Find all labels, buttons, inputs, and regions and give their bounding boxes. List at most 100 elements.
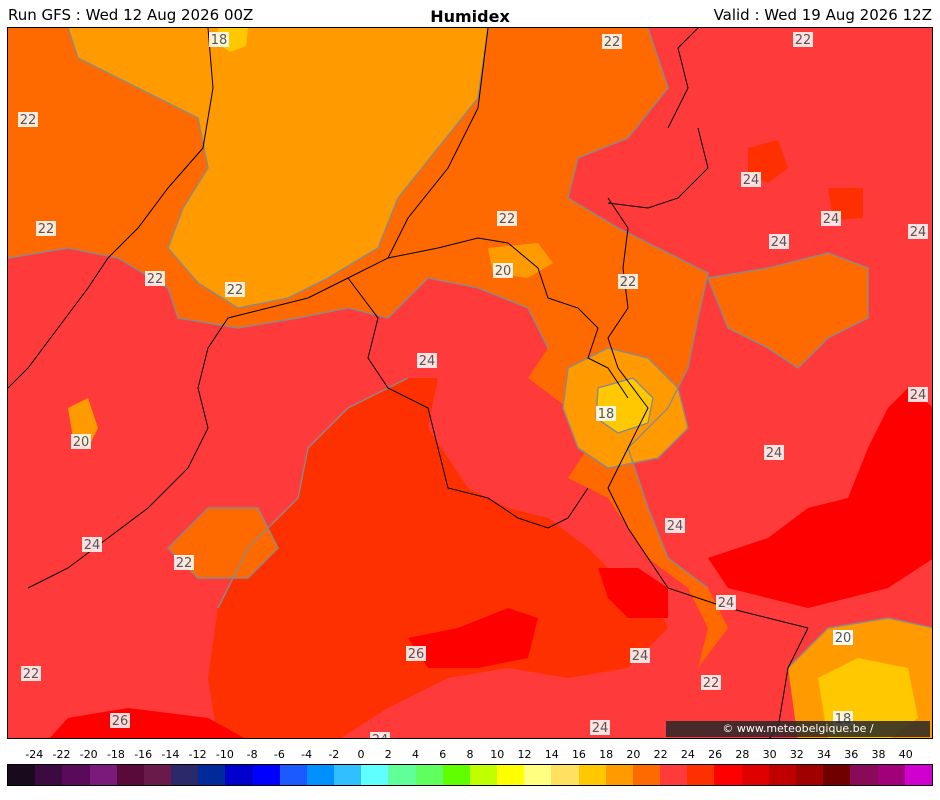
band-22-east-pocket xyxy=(708,253,868,368)
contour-label-bg xyxy=(417,353,437,368)
contour-label: 24 xyxy=(718,596,735,611)
contour-label: 24 xyxy=(667,519,684,534)
contour-label-bg xyxy=(821,211,841,226)
scale-tick-label: -16 xyxy=(134,748,153,761)
scale-tick-label: 22 xyxy=(653,748,668,761)
scale-swatch xyxy=(551,765,579,785)
scale-swatch xyxy=(741,765,769,785)
scale-swatch xyxy=(62,765,90,785)
scale-swatch xyxy=(442,765,470,785)
contour-label: 22 xyxy=(499,212,516,227)
scale-swatch xyxy=(632,765,661,785)
contour-label: 22 xyxy=(703,676,720,691)
scale-swatch xyxy=(143,765,172,785)
scale-tick-label: 28 xyxy=(735,748,750,761)
contour-label-bg xyxy=(908,387,928,402)
scale-tick-label: 12 xyxy=(517,748,532,761)
credit-banner: © www.meteobelgique.be / www.meteobelgie… xyxy=(666,721,930,751)
contour-label-bg xyxy=(764,445,784,460)
scale-tick-label: -4 xyxy=(301,748,313,761)
valid-info: Valid : Wed 19 Aug 2026 12Z xyxy=(713,6,932,24)
scale-labels: -24 -22 -20 -18 -16 -14 -12 -10 -8 -6 -4 -2 0 2 4 6 8 10 1… xyxy=(7,748,933,762)
scale-tick-label: 20 xyxy=(626,748,641,761)
contour-label: 24 xyxy=(910,388,927,403)
scale-tick-label: 14 xyxy=(544,748,559,761)
contour-label-bg xyxy=(497,211,517,226)
scale-swatch xyxy=(497,765,525,785)
contour-label: 22 xyxy=(38,222,55,237)
contour-label: 24 xyxy=(771,235,788,250)
contour-label: 22 xyxy=(20,113,37,128)
contour-label-bg xyxy=(493,263,513,278)
scale-tick-label: -10 xyxy=(215,748,234,761)
scale-tick-label: 40 xyxy=(898,748,913,761)
scale-tick-label: 10 xyxy=(490,748,505,761)
scale-tick-label: -12 xyxy=(188,748,207,761)
band-28-south xyxy=(408,608,538,668)
contour-label-bg xyxy=(602,34,622,49)
band-20-north xyxy=(68,28,488,308)
scale-tick-label: 6 xyxy=(439,748,447,761)
contour-label: 24 xyxy=(632,649,649,664)
band-28-east-small xyxy=(598,568,668,618)
contour-label: 18 xyxy=(211,33,228,48)
contour-label-bg xyxy=(793,32,813,47)
scale-swatch xyxy=(660,765,688,785)
scale-tick-label: 2 xyxy=(384,748,392,761)
contour-label-bg xyxy=(225,282,245,297)
contour-label: 22 xyxy=(227,283,244,298)
scale-tick-label: -8 xyxy=(246,748,258,761)
humidex-map: 18 22 22 22 22 22 20 22 22 22 24 24 24 24 24 20 24 18 24 20… xyxy=(7,27,933,739)
run-info: Run GFS : Wed 12 Aug 2026 00Z xyxy=(8,6,254,24)
contour-label-bg xyxy=(406,646,426,661)
scale-tick-label: 38 xyxy=(871,748,886,761)
contour-label-bg xyxy=(21,666,41,681)
scale-tick-label: -20 xyxy=(79,748,98,761)
scale-tick-label: 34 xyxy=(817,748,832,761)
contour-label: 18 xyxy=(598,407,615,422)
scale-swatch xyxy=(252,765,280,785)
scale-tick-label: -6 xyxy=(273,748,285,761)
scale-tick-label: 36 xyxy=(844,748,859,761)
contour-label-bg xyxy=(618,274,638,289)
scale-tick-label: 24 xyxy=(680,748,695,761)
contour-lines xyxy=(8,28,932,669)
contour-label-bg xyxy=(716,595,736,610)
scale-swatch xyxy=(116,765,144,785)
scale-swatch xyxy=(35,765,63,785)
contour-label: 26 xyxy=(408,647,425,662)
scale-swatch xyxy=(578,765,606,785)
contour-label-bg xyxy=(701,675,721,690)
contour-label-bg xyxy=(145,271,165,286)
scale-tick-label: -18 xyxy=(106,748,125,761)
contour-label-bg xyxy=(370,732,390,738)
scale-tick-label: 4 xyxy=(412,748,420,761)
contour-label: 22 xyxy=(176,556,193,571)
contour-label-bg xyxy=(596,406,616,421)
contour-label-bg xyxy=(82,537,102,552)
contour-label-bg xyxy=(769,234,789,249)
contour-label: 22 xyxy=(795,33,812,48)
contour-label-bg xyxy=(833,630,853,645)
scale-tick-label: 26 xyxy=(708,748,723,761)
contour-label: 26 xyxy=(112,714,129,729)
contour-label: 24 xyxy=(743,173,760,188)
contour-label-bg xyxy=(174,555,194,570)
scale-swatch xyxy=(768,765,796,785)
map-canvas: 18 22 22 22 22 22 20 22 22 22 24 24 24 24 24 20 24 18 24 20… xyxy=(8,28,932,739)
contour-label: 22 xyxy=(620,275,637,290)
contour-label: 22 xyxy=(23,667,40,682)
contour-label: 24 xyxy=(84,538,101,553)
contour-label: 20 xyxy=(73,435,90,450)
scale-tick-label: -2 xyxy=(328,748,340,761)
scale-swatch xyxy=(388,765,416,785)
contour-label-bg xyxy=(209,32,229,47)
scale-swatch xyxy=(279,765,307,785)
contour-label: 24 xyxy=(823,212,840,227)
contour-label: 22 xyxy=(147,272,164,287)
contour-label: 24 xyxy=(372,733,389,739)
scale-swatch xyxy=(714,765,742,785)
scale-swatch xyxy=(795,765,824,785)
scale-swatch xyxy=(89,765,117,785)
scale-tick-label: 18 xyxy=(599,748,614,761)
